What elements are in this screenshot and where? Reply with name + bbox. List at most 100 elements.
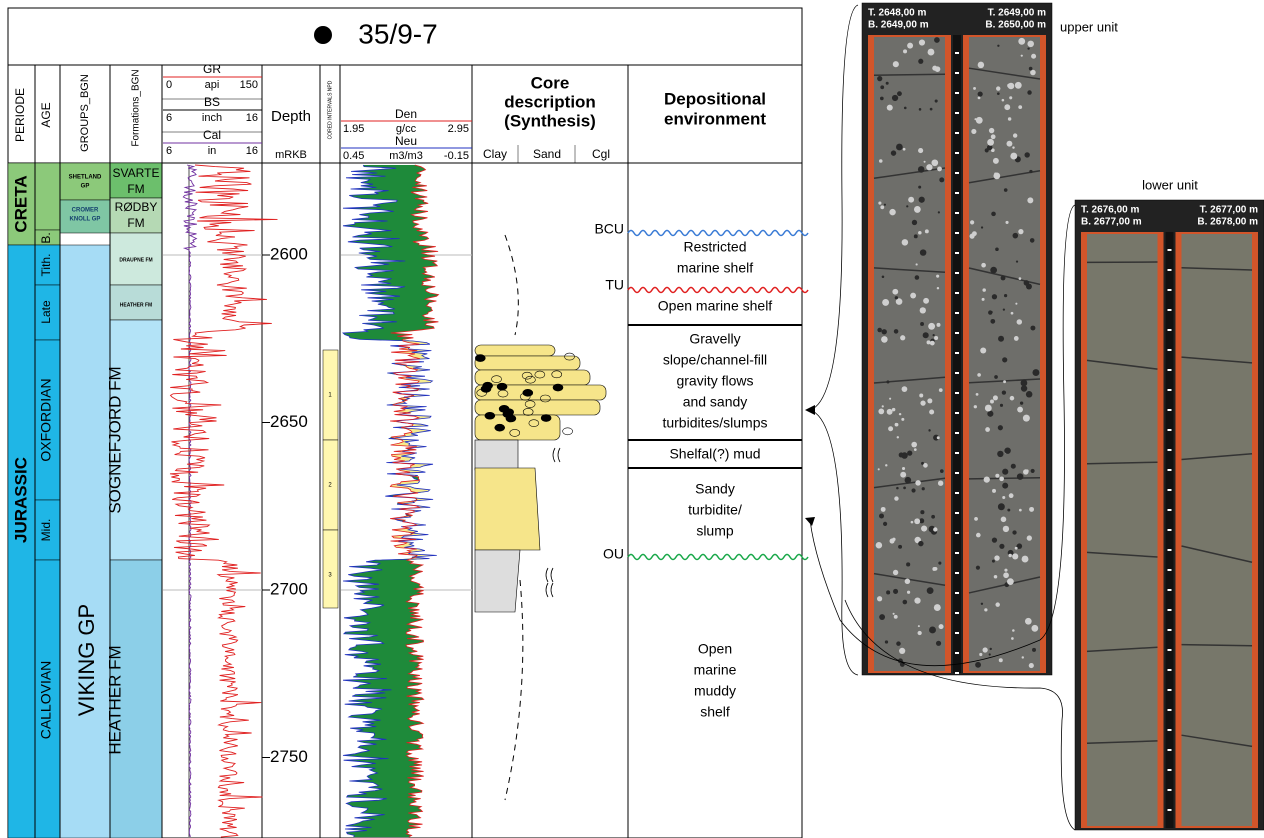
core-label: T. 2676,00 m [1081, 205, 1139, 216]
grain [937, 167, 942, 172]
grain [936, 275, 939, 278]
grain [1032, 648, 1036, 652]
label: SVARTE [113, 166, 160, 180]
grain [918, 231, 922, 235]
grain [877, 328, 882, 333]
grain [976, 533, 981, 538]
grain [923, 332, 929, 338]
title-dot [314, 26, 332, 44]
grain [1021, 385, 1027, 391]
grain [992, 537, 997, 542]
label: Depositional [664, 89, 766, 108]
grain [923, 463, 928, 468]
grain [998, 425, 1003, 430]
grain [878, 202, 881, 205]
grain [895, 423, 899, 427]
label: SOGNEFJORD FM [105, 366, 124, 513]
surface-line [628, 555, 808, 560]
grain [914, 234, 918, 238]
grain [1020, 402, 1023, 405]
grain [880, 85, 884, 89]
grain [981, 263, 986, 268]
grain [919, 39, 925, 45]
grain [927, 587, 934, 594]
grain [919, 393, 923, 397]
grain [934, 37, 940, 43]
core-label: T. 2649,00 m [988, 8, 1046, 19]
grain [905, 579, 910, 584]
grain [1003, 526, 1009, 532]
grain [918, 625, 920, 627]
grain [914, 597, 920, 603]
grain [1017, 319, 1022, 324]
grain [886, 590, 890, 594]
grain [992, 489, 996, 493]
grain [993, 395, 998, 400]
clast [475, 355, 485, 362]
label: inch [202, 112, 222, 124]
label: FM [127, 216, 144, 230]
grain [910, 293, 916, 299]
grain [1027, 47, 1029, 49]
grain [1031, 54, 1036, 59]
label: g/cc [396, 123, 417, 135]
label: 16 [246, 145, 258, 157]
grain [1022, 556, 1029, 563]
grain [997, 45, 999, 47]
grain [1007, 509, 1010, 512]
label: B. [39, 232, 53, 243]
grain [914, 206, 921, 213]
label: 1.95 [343, 123, 364, 135]
grain [999, 658, 1003, 662]
label: OXFORDIAN [38, 378, 54, 461]
grain [894, 615, 898, 619]
grain [1002, 357, 1007, 362]
grain [920, 322, 924, 326]
grain [1000, 404, 1003, 407]
grain [906, 562, 910, 566]
grain [892, 408, 895, 411]
grain [876, 542, 882, 548]
gr-curve [170, 165, 278, 837]
depth-label: 2600 [270, 244, 308, 263]
label: OU [603, 546, 624, 562]
label: DRAUPNE FM [119, 257, 152, 263]
grain [896, 144, 903, 151]
grain [916, 263, 918, 265]
grain [978, 62, 985, 69]
label: mRKB [275, 149, 307, 161]
green-fill [343, 165, 439, 837]
grain [928, 323, 935, 330]
grain [918, 541, 923, 546]
brace [810, 5, 858, 675]
label: muddy [694, 683, 736, 699]
slump-symbol [546, 583, 553, 597]
mud-bed [475, 440, 518, 470]
grain [991, 134, 996, 139]
grain [1001, 276, 1006, 281]
label: Open marine shelf [658, 298, 773, 314]
grain [892, 289, 898, 295]
grain [1012, 146, 1014, 148]
grain [914, 448, 917, 451]
label: Formations_BGN [131, 69, 142, 146]
grain [990, 319, 995, 324]
depth-label: 2700 [270, 579, 308, 598]
grain [1017, 407, 1023, 413]
grain [1010, 153, 1017, 160]
grain [998, 503, 1005, 510]
label: Cal [203, 128, 221, 142]
grain [899, 648, 905, 654]
grain [1011, 637, 1014, 640]
label: VIKING GP [74, 604, 99, 716]
label: slope/channel-fill [663, 352, 767, 368]
grain [1009, 96, 1012, 99]
grain [1024, 152, 1029, 157]
grain [1015, 547, 1018, 550]
grain [978, 91, 983, 96]
grain [925, 229, 929, 233]
grain [937, 323, 941, 327]
label: Open [698, 641, 732, 657]
label: RØDBY [115, 200, 158, 214]
grain [1016, 260, 1018, 262]
